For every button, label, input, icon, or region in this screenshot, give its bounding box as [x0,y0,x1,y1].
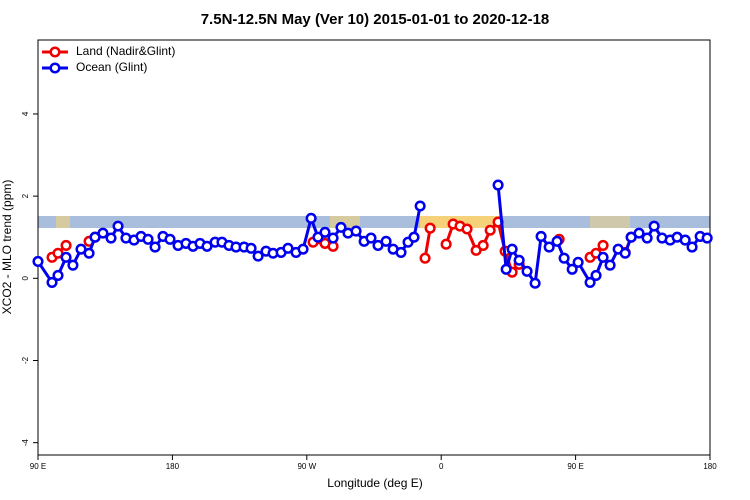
point [83,247,95,259]
point [32,255,44,268]
land-band [590,216,630,228]
ocean-band [38,216,710,228]
point [52,247,64,259]
point [149,241,161,253]
y-tick-label: 4 [21,111,30,116]
point [701,232,713,244]
x-tick-label: 180 [703,462,717,471]
point [619,247,631,259]
legend-label: Land (Nadir&Glint) [76,44,175,58]
point [105,232,117,244]
point [513,254,525,266]
point [648,220,660,232]
point [500,263,512,275]
point [60,251,72,263]
point [201,240,213,252]
point [52,269,64,281]
y-tick-label: -2 [21,356,30,364]
point [60,239,72,251]
point [558,252,570,264]
point [395,246,407,258]
point [521,265,533,277]
point [641,232,653,244]
point [461,223,473,235]
x-tick-label: 90 E [567,462,583,471]
point [97,227,109,239]
legend-marker [49,46,61,58]
point [419,252,431,264]
point [67,259,79,271]
x-tick-label: 0 [439,462,444,471]
point [252,250,264,262]
point [529,277,541,289]
x-tick-label: 180 [166,462,180,471]
point [46,276,58,288]
point [440,238,452,250]
x-tick-label: 90 W [297,462,316,471]
point [305,212,317,224]
y-tick-label: 2 [21,193,30,198]
point [604,259,616,271]
legend-marker [49,62,61,74]
point [492,179,504,191]
point [335,221,347,233]
legend-label: Ocean (Glint) [76,60,147,74]
point [319,226,331,238]
point [408,231,420,243]
point [470,244,482,256]
point [365,232,377,244]
point [597,239,609,251]
point [584,276,596,288]
y-axis-label: XCO2 - MLO trend (ppm) [0,180,14,315]
point [312,231,324,243]
point [535,230,547,242]
y-tick-label: 0 [21,276,30,281]
point [282,242,294,254]
point [633,227,645,239]
x-tick-label: 90 E [30,462,46,471]
point [572,256,584,268]
point [112,220,124,232]
point [506,243,518,255]
point [597,251,609,263]
plot-frame [37,39,711,456]
x-axis-label: Longitude (deg E) [327,476,422,490]
point [566,263,578,275]
point [245,242,257,254]
point [686,241,698,253]
point [424,222,436,234]
y-tick-label: -4 [21,439,30,447]
point [551,235,563,247]
point [142,233,154,245]
point [679,234,691,246]
point [477,239,489,251]
map-strip [38,216,710,228]
point [590,269,602,281]
land-band [56,216,70,228]
point [372,239,384,251]
point [164,233,176,245]
chart-title: 7.5N-12.5N May (Ver 10) 2015-01-01 to 20… [201,11,550,28]
point [414,200,426,212]
point [327,232,339,244]
point [484,224,496,236]
point [350,225,362,237]
point [380,235,392,247]
point [297,243,309,255]
point [75,243,87,255]
point [543,241,555,253]
